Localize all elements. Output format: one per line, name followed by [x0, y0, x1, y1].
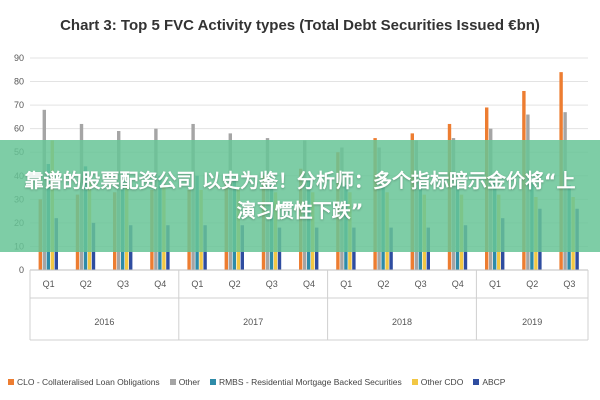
legend-swatch: [473, 379, 480, 385]
legend-label: Other CDO: [420, 377, 464, 387]
year-label: 2017: [243, 317, 263, 327]
legend-swatch: [411, 379, 418, 385]
legend-item: CLO - Collateralised Loan Obligations: [8, 377, 160, 387]
x-tick-label: Q1: [191, 279, 203, 289]
x-tick-label: Q3: [266, 279, 278, 289]
year-label: 2019: [522, 317, 542, 327]
x-tick-label: Q4: [154, 279, 166, 289]
x-tick-label: Q2: [377, 279, 389, 289]
x-tick-label: Q3: [415, 279, 427, 289]
x-axis: Q1 Q2 Q3 Q4 Q1 Q2 Q3 Q4 Q1 Q2 Q3 Q4 Q1 Q2 Q3 2016 2017 20…: [29, 269, 589, 341]
x-tick-label: Q3: [117, 279, 129, 289]
legend-label: CLO - Collateralised Loan Obligations: [17, 377, 160, 387]
x-tick-label: Q1: [340, 279, 352, 289]
legend-item: Other: [169, 377, 200, 387]
y-tick-label: 70: [14, 100, 24, 110]
legend-label: RMBS - Residential Mortgage Backed Secur…: [218, 377, 402, 387]
x-tick-label: Q4: [303, 279, 315, 289]
legend-swatch: [8, 379, 14, 385]
legend-item: ABCP: [473, 377, 505, 387]
legend: CLO - Collateralised Loan Obligations Oth…: [8, 372, 598, 392]
x-tick-label: Q2: [80, 279, 92, 289]
y-tick-label: 0: [19, 265, 24, 275]
year-label: 2016: [94, 317, 114, 327]
x-tick-label: Q4: [452, 279, 464, 289]
y-tick-label: 80: [14, 77, 24, 87]
x-tick-label: Q1: [489, 279, 501, 289]
y-tick-label: 60: [14, 124, 24, 134]
x-tick-label: Q3: [563, 279, 575, 289]
year-label: 2018: [392, 317, 412, 327]
legend-item: RMBS - Residential Mortgage Backed Secur…: [209, 377, 402, 387]
banner-overlay[interactable]: 靠谱的股票配资公司 以史为鉴！分析师：多个指标暗示金价将“上演习惯性下跌”: [0, 140, 600, 252]
legend-label: Other: [178, 377, 200, 387]
x-tick-label: Q1: [43, 279, 55, 289]
x-tick-label: Q2: [229, 279, 241, 289]
legend-item: Other CDO: [411, 377, 464, 387]
legend-swatch: [209, 379, 216, 385]
x-tick-label: Q2: [526, 279, 538, 289]
chart-title: Chart 3: Top 5 FVC Activity types (Total…: [60, 17, 540, 34]
legend-swatch: [169, 379, 176, 385]
y-tick-label: 90: [14, 53, 24, 63]
banner-text[interactable]: 靠谱的股票配资公司 以史为鉴！分析师：多个指标暗示金价将“上演习惯性下跌”: [24, 170, 576, 222]
legend-label: ABCP: [482, 377, 506, 387]
